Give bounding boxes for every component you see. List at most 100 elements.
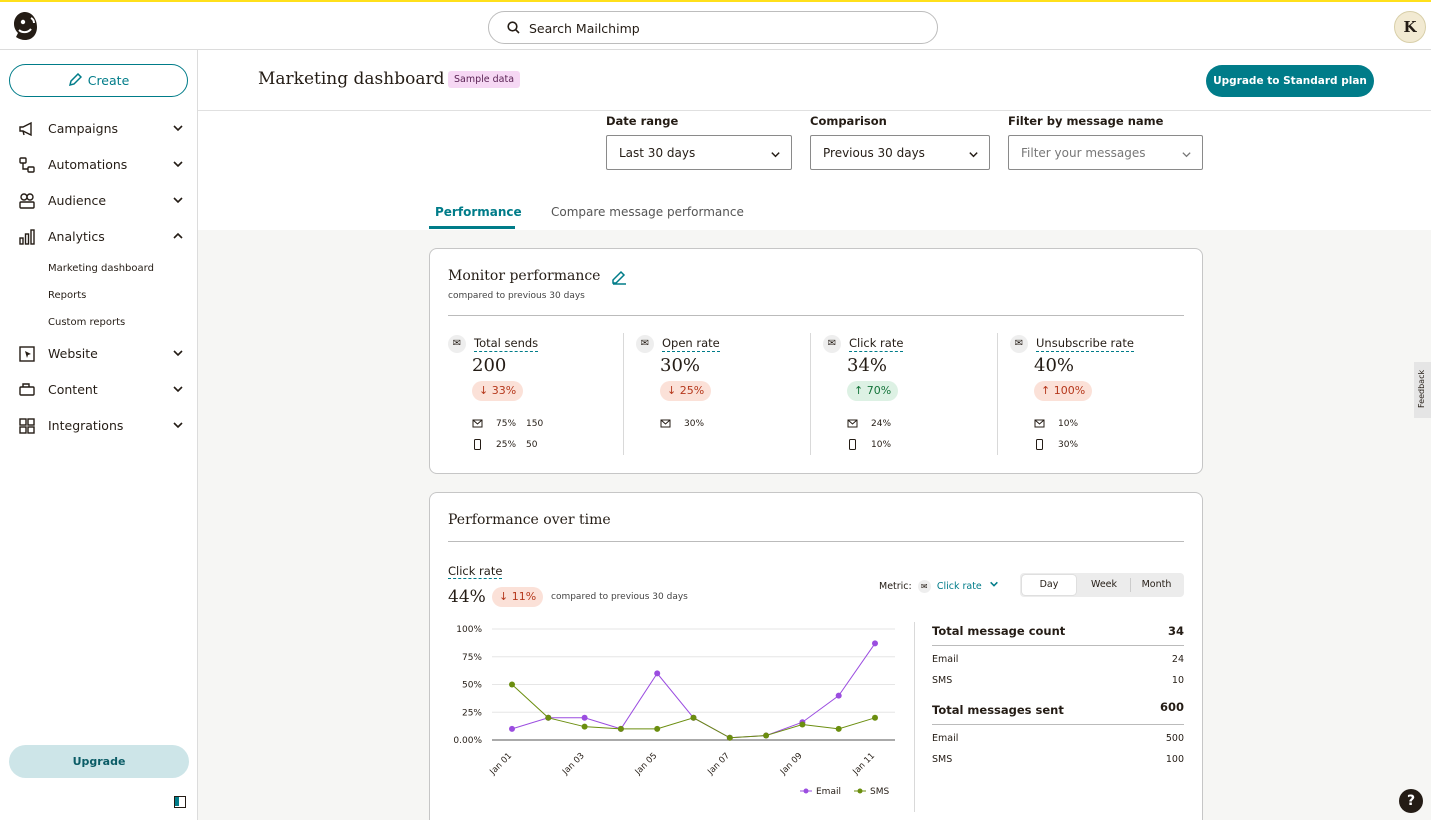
metric-selector-value: Click rate: [936, 581, 982, 592]
automation-icon: [19, 157, 35, 173]
megaphone-icon: [19, 121, 32, 137]
chevron-down-icon: [173, 350, 183, 357]
sidebar-item-label: Website: [48, 346, 98, 361]
sidebar-item-website[interactable]: Website: [0, 339, 198, 369]
date-range-select[interactable]: Last 30 days: [606, 135, 792, 170]
message-filter-input[interactable]: Filter your messages: [1008, 135, 1203, 170]
row-value: 500: [1165, 733, 1184, 744]
create-button[interactable]: Create: [9, 64, 188, 97]
metric-label[interactable]: Total sends: [474, 336, 539, 352]
phone-icon: [474, 439, 481, 450]
metric-click-rate: ✉ Click rate 34% ↑ 70% 24% 10%: [823, 335, 1009, 455]
metric-label[interactable]: Unsubscribe rate: [1036, 336, 1134, 352]
email-icon: [472, 419, 483, 428]
sidebar-collapse-icon[interactable]: [174, 796, 186, 808]
metric-delta-badge: ↓ 25%: [660, 381, 712, 401]
comparison-select[interactable]: Previous 30 days: [810, 135, 990, 170]
data-point-sms: [799, 721, 806, 728]
row-label: SMS: [932, 675, 953, 686]
metric-delta-badge: ↑ 70%: [847, 381, 899, 401]
row-label: SMS: [932, 754, 953, 765]
grid-icon: [19, 418, 35, 434]
data-point-sms: [835, 725, 842, 732]
sidebar-subitem-reports[interactable]: Reports: [48, 290, 87, 301]
search-placeholder: Search Mailchimp: [529, 21, 640, 36]
legend-swatch-email: [803, 788, 809, 794]
metric-row-count: 150: [526, 419, 544, 429]
phone-icon: [1036, 439, 1043, 450]
tab-compare-message-performance[interactable]: Compare message performance: [551, 205, 744, 219]
click-rate-value: 44%: [448, 587, 486, 607]
search-input[interactable]: Search Mailchimp: [488, 11, 938, 44]
metric-label[interactable]: Open rate: [662, 336, 720, 352]
sidebar-item-content[interactable]: Content: [0, 375, 198, 405]
sidebar-item-label: Content: [48, 382, 98, 397]
page-header: Marketing dashboard Sample data Upgrade …: [198, 50, 1431, 230]
data-point-sms: [726, 734, 733, 741]
upgrade-plan-button[interactable]: Upgrade to Standard plan: [1206, 65, 1374, 97]
granularity-day[interactable]: Day: [1022, 575, 1076, 595]
x-tick-label: Jan 01: [488, 751, 515, 778]
top-bar: Search Mailchimp K: [0, 0, 1431, 50]
data-point-sms: [690, 714, 697, 721]
data-point-email: [654, 670, 661, 677]
granularity-divider: [1130, 578, 1131, 592]
create-label: Create: [87, 73, 130, 88]
sidebar-item-label: Analytics: [48, 229, 105, 244]
metric-row-count: 50: [526, 440, 538, 450]
metric-selector[interactable]: Metric: ✉ Click rate: [879, 579, 999, 593]
x-tick-label: Jan 09: [778, 751, 805, 778]
data-point-email: [509, 725, 515, 732]
granularity-toggle: Day Week Month: [1020, 573, 1184, 597]
totals-divider: [932, 724, 1184, 725]
sidebar-item-automations[interactable]: Automations: [0, 150, 198, 180]
granularity-month[interactable]: Month: [1141, 579, 1172, 590]
data-point-sms: [581, 723, 588, 730]
sidebar-item-label: Integrations: [48, 418, 124, 433]
metric-value: 30%: [660, 355, 701, 376]
content-icon: [19, 383, 35, 396]
sidebar-item-analytics[interactable]: Analytics: [0, 222, 198, 252]
monitor-performance-card: Monitor performance compared to previous…: [429, 248, 1203, 474]
help-icon[interactable]: ?: [1399, 789, 1423, 813]
row-label: Email: [932, 733, 959, 744]
data-point-sms: [545, 714, 552, 721]
avatar[interactable]: K: [1394, 11, 1426, 43]
comparison-value: Previous 30 days: [823, 146, 925, 160]
click-rate-delta: 11%: [511, 590, 537, 603]
sidebar-subitem-marketing-dashboard[interactable]: Marketing dashboard: [48, 263, 154, 274]
upgrade-button[interactable]: Upgrade: [9, 745, 189, 778]
chevron-down-icon: [1182, 152, 1191, 158]
sidebar-item-integrations[interactable]: Integrations: [0, 411, 198, 441]
mailchimp-logo-icon[interactable]: [10, 10, 40, 42]
website-icon: [19, 346, 35, 362]
sidebar-subitem-custom-reports[interactable]: Custom reports: [48, 317, 126, 328]
granularity-week[interactable]: Week: [1090, 579, 1118, 590]
chevron-down-icon: [969, 152, 978, 158]
over-time-divider: [448, 541, 1184, 542]
metric-delta: 33%: [491, 384, 517, 397]
metric-label[interactable]: Click rate: [849, 336, 904, 352]
total-message-row-sms: SMS 10: [932, 675, 1184, 686]
chart-totals-divider: [914, 622, 915, 812]
tab-performance[interactable]: Performance: [435, 205, 522, 219]
edit-icon[interactable]: [611, 269, 627, 285]
over-time-title: Performance over time: [448, 512, 611, 528]
page-title: Marketing dashboard: [258, 69, 445, 89]
metric-value: 200: [472, 355, 507, 376]
sidebar: Create Campaigns Automations Audience An…: [0, 50, 198, 820]
chevron-down-icon: [771, 152, 780, 158]
click-rate-line-chart: 0.00% 25% 50% 75% 100% Jan 01 Jan 03 Jan 05 Jan …: [453, 625, 895, 797]
click-rate-label[interactable]: Click rate: [448, 564, 503, 579]
metric-total-sends: ✉ Total sends 200 ↓ 33% 75% 150 25% 50: [448, 335, 634, 455]
sidebar-item-campaigns[interactable]: Campaigns: [0, 114, 198, 144]
feedback-tab[interactable]: Feedback: [1414, 362, 1431, 418]
metric-row-pct: 30%: [1058, 440, 1079, 450]
email-icon: [847, 419, 858, 428]
sidebar-item-audience[interactable]: Audience: [0, 186, 198, 216]
click-rate-comparison: compared to previous 30 days: [551, 592, 688, 602]
chevron-down-icon: [173, 386, 183, 393]
legend-label: Email: [816, 787, 841, 797]
metric-delta-badge: ↓ 33%: [472, 381, 524, 401]
click-rate-delta-badge: ↓ 11%: [492, 587, 544, 607]
